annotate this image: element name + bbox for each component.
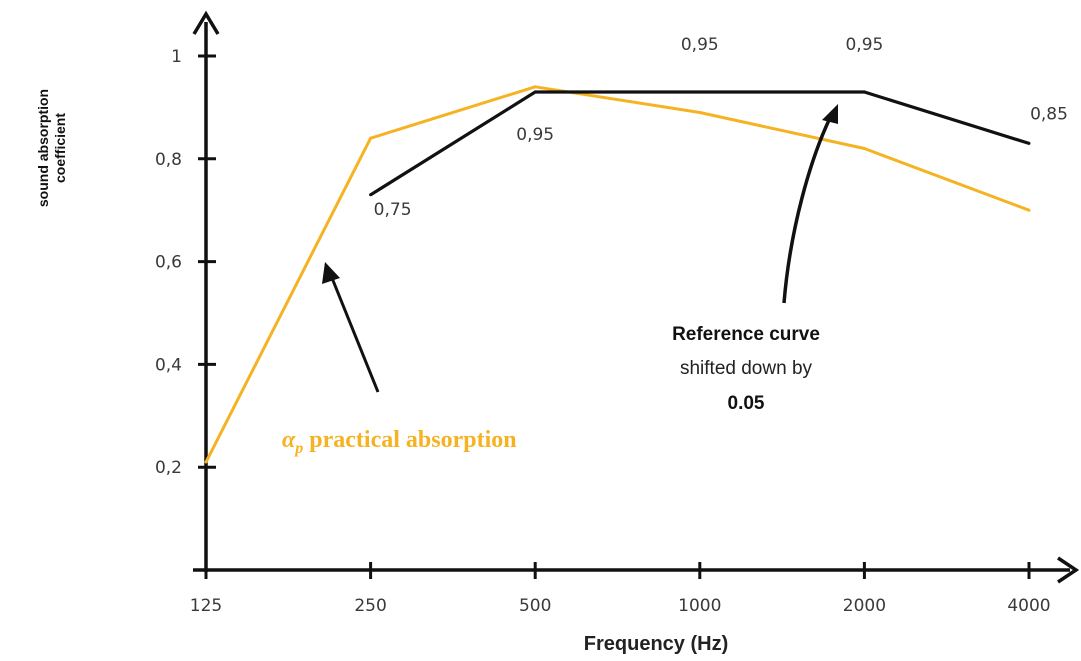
x-tick-label: 250 [354, 596, 386, 616]
data-point-practical [369, 136, 373, 140]
data-label: 0,75 [374, 200, 412, 220]
data-labels: 0,75 0,95 0,95 0,95 0,85 [374, 35, 1068, 220]
x-axis-arrowhead [1057, 556, 1080, 584]
x-axis-title: Frequency (Hz) [584, 633, 728, 655]
practical-absorption-text: practical absorption [309, 427, 516, 453]
data-label: 0,85 [1030, 104, 1068, 124]
data-point-reference [698, 90, 702, 94]
data-point-reference [533, 90, 537, 94]
data-point-practical [862, 147, 866, 151]
data-point-practical [1027, 208, 1031, 212]
shift-value-label: 0.05 [728, 393, 765, 414]
series-line-practical [204, 85, 1030, 463]
y-axis-title-line2: coefficient [52, 113, 68, 183]
data-label: 0,95 [845, 35, 883, 55]
data-label: 0,95 [516, 125, 554, 145]
x-tick-label: 1000 [678, 596, 721, 616]
data-point-practical [698, 111, 702, 115]
reference-curve-label: Reference curve [672, 324, 820, 345]
x-tick-label: 4000 [1007, 596, 1050, 616]
y-tick-labels: 0,2 0,4 0,6 0,8 1 [155, 47, 182, 478]
series-lines [204, 85, 1031, 464]
y-axis-arrowhead [192, 10, 220, 35]
y-tick-label: 0,4 [155, 355, 182, 375]
data-point-practical [204, 460, 208, 464]
data-point-reference [369, 193, 373, 197]
x-tick-label: 500 [519, 596, 551, 616]
arrow-practical [322, 262, 380, 393]
data-point-reference [1027, 141, 1031, 145]
y-axis-title: sound absorption coefficient [35, 89, 68, 207]
practical-absorption-label: αp practical absorption [282, 427, 517, 457]
shifted-down-label: shifted down by [680, 358, 813, 379]
data-point-reference [862, 90, 866, 94]
data-label: 0,95 [681, 35, 719, 55]
x-tick-label: 2000 [843, 596, 886, 616]
data-point-practical [533, 85, 537, 89]
arrow-reference [782, 104, 838, 304]
y-axis-title-line1: sound absorption [35, 89, 51, 207]
y-tick-label: 0,8 [155, 150, 182, 170]
x-tick-labels: 125 250 500 1000 2000 4000 [190, 596, 1051, 616]
axes [192, 10, 1080, 584]
y-tick-label: 0,2 [155, 458, 182, 478]
alpha-symbol: α [282, 427, 296, 453]
y-tick-label: 0,6 [155, 253, 182, 273]
alpha-subscript: p [293, 440, 303, 457]
y-tick-label: 1 [171, 47, 182, 67]
x-tick-label: 125 [190, 596, 222, 616]
